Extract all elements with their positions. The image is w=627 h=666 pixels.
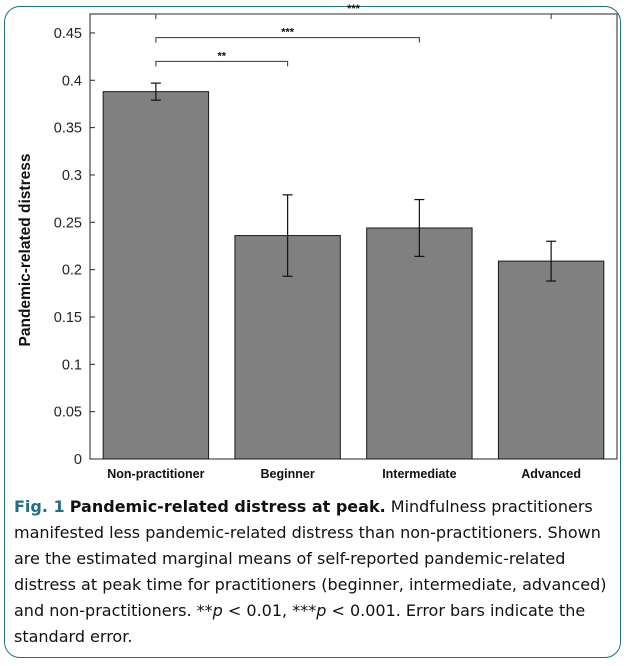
- significance-label: ***: [347, 3, 361, 15]
- y-tick-label: 0.35: [54, 121, 82, 137]
- bar: [102, 91, 210, 460]
- figure-number: Fig. 1: [14, 497, 65, 516]
- y-tick-label: 0.1: [62, 357, 82, 373]
- y-axis-label: Pandemic-related distress: [17, 154, 34, 347]
- x-tick-label: Advanced: [521, 467, 581, 481]
- caption-text-3: < 0.001. Error bars indicate the standar…: [14, 601, 586, 646]
- bars-group: [102, 91, 605, 460]
- figure-title: Pandemic-related distress at peak.: [69, 497, 386, 516]
- x-tick-label: Non-practitioner: [107, 467, 204, 481]
- caption-text-2: < 0.01, ***: [222, 601, 317, 620]
- significance-label: ***: [281, 27, 295, 39]
- significance-group: ********: [155, 3, 552, 67]
- caption-p-1: p: [212, 601, 223, 620]
- x-tick-label: Intermediate: [382, 467, 456, 481]
- caption-p-2: p: [316, 601, 327, 620]
- y-tick-label: 0.45: [54, 26, 82, 42]
- y-tick-label: 0.3: [62, 168, 82, 184]
- significance-bracket: [155, 37, 420, 43]
- significance-bracket: [155, 13, 552, 19]
- x-tick-label: Beginner: [261, 467, 315, 481]
- error-bars-group: [150, 82, 557, 282]
- y-tick-label: 0.2: [62, 263, 82, 279]
- y-tick-label: 0.15: [54, 310, 82, 326]
- y-tick-label: 0.05: [54, 405, 82, 421]
- caption-text-1: Mindfulness practitioners manifested les…: [14, 497, 607, 620]
- significance-label: **: [217, 50, 226, 62]
- figure-caption: Fig. 1 Pandemic-related distress at peak…: [14, 494, 610, 650]
- y-tick-label: 0: [74, 452, 82, 468]
- bar: [497, 260, 605, 460]
- y-tick-label: 0.25: [54, 215, 82, 231]
- significance-bracket: [155, 60, 289, 67]
- y-tick-label: 0.4: [62, 73, 82, 89]
- bar: [366, 227, 473, 460]
- bar-chart: 0 0.05 0.1 0.15 0.2 0.25 0.3 0.35 0.4 0.45 Non-pra…: [17, 3, 618, 481]
